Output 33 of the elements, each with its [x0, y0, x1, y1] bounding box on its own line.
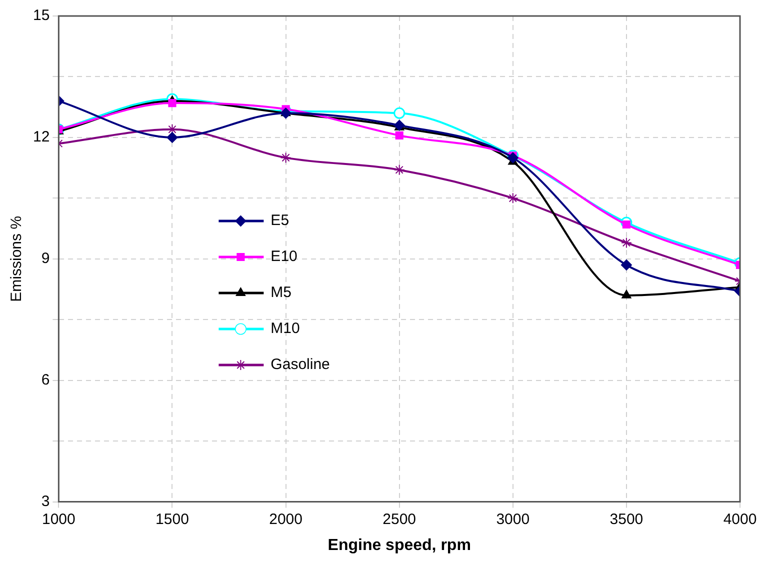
x-tick-label: 3500 — [610, 510, 644, 528]
legend-label: M5 — [270, 284, 292, 302]
x-tick-label: 4000 — [723, 510, 757, 528]
legend-label: E10 — [270, 248, 298, 266]
point — [620, 237, 632, 248]
legend-label: M10 — [270, 320, 300, 338]
point — [507, 152, 518, 164]
point — [507, 192, 518, 204]
y-tick-label: 9 — [41, 250, 50, 268]
x-tick-label: 3000 — [496, 510, 530, 528]
point — [622, 290, 632, 298]
point — [620, 259, 632, 270]
point — [394, 107, 406, 119]
x-tick-label: 2500 — [382, 510, 416, 528]
x-tick-label: 2000 — [269, 510, 302, 528]
point — [168, 99, 176, 108]
y-axis-title: Emissions % — [8, 216, 26, 302]
y-tick-label: 3 — [41, 492, 50, 510]
legend-label: Gasoline — [270, 356, 330, 374]
point — [394, 164, 405, 176]
x-tick-label: 1000 — [42, 510, 76, 528]
x-tick-label: 1500 — [156, 510, 189, 528]
point — [395, 131, 404, 140]
legend-label: E5 — [270, 212, 290, 230]
y-tick-label: 12 — [32, 128, 50, 146]
point — [166, 132, 178, 143]
point — [280, 108, 292, 119]
point — [166, 124, 178, 135]
point — [280, 152, 292, 164]
point — [622, 220, 630, 229]
y-tick-label: 6 — [41, 371, 50, 388]
x-axis-title: Engine speed, rpm — [328, 536, 471, 554]
y-tick-label: 15 — [32, 7, 50, 24]
